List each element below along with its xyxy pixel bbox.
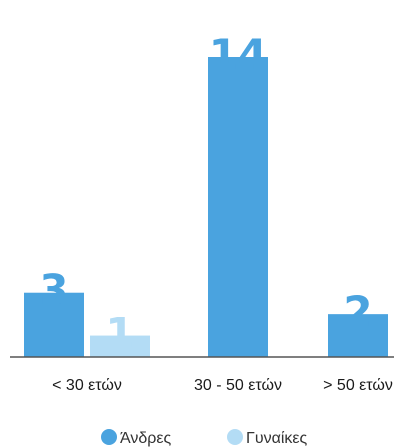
value-labels-layer: 31 14 2 (39, 30, 372, 358)
category-label-1: 30 - 50 ετών (194, 377, 282, 394)
legend: Άνδρες Γυναίκες (101, 429, 308, 447)
bar-men-2 (328, 314, 388, 357)
bars-layer (24, 57, 388, 357)
bar-men-1 (208, 57, 268, 357)
bar-men-0 (24, 292, 84, 357)
legend-label-men: Άνδρες (120, 430, 172, 447)
value-label-men-2: 2 (343, 287, 372, 336)
value-label-men-0: 3 (39, 266, 68, 315)
legend-label-women: Γυναίκες (246, 430, 308, 447)
category-label-0: < 30 ετών (52, 377, 122, 394)
legend-swatch-women (227, 429, 243, 445)
bar-women-0 (90, 335, 150, 357)
category-label-2: > 50 ετών (323, 377, 393, 394)
category-labels-layer: < 30 ετών 30 - 50 ετών > 50 ετών (52, 377, 393, 394)
legend-swatch-men (101, 429, 117, 445)
value-label-women-0: 1 (105, 309, 134, 358)
value-label-men-1: 14 (209, 30, 267, 79)
